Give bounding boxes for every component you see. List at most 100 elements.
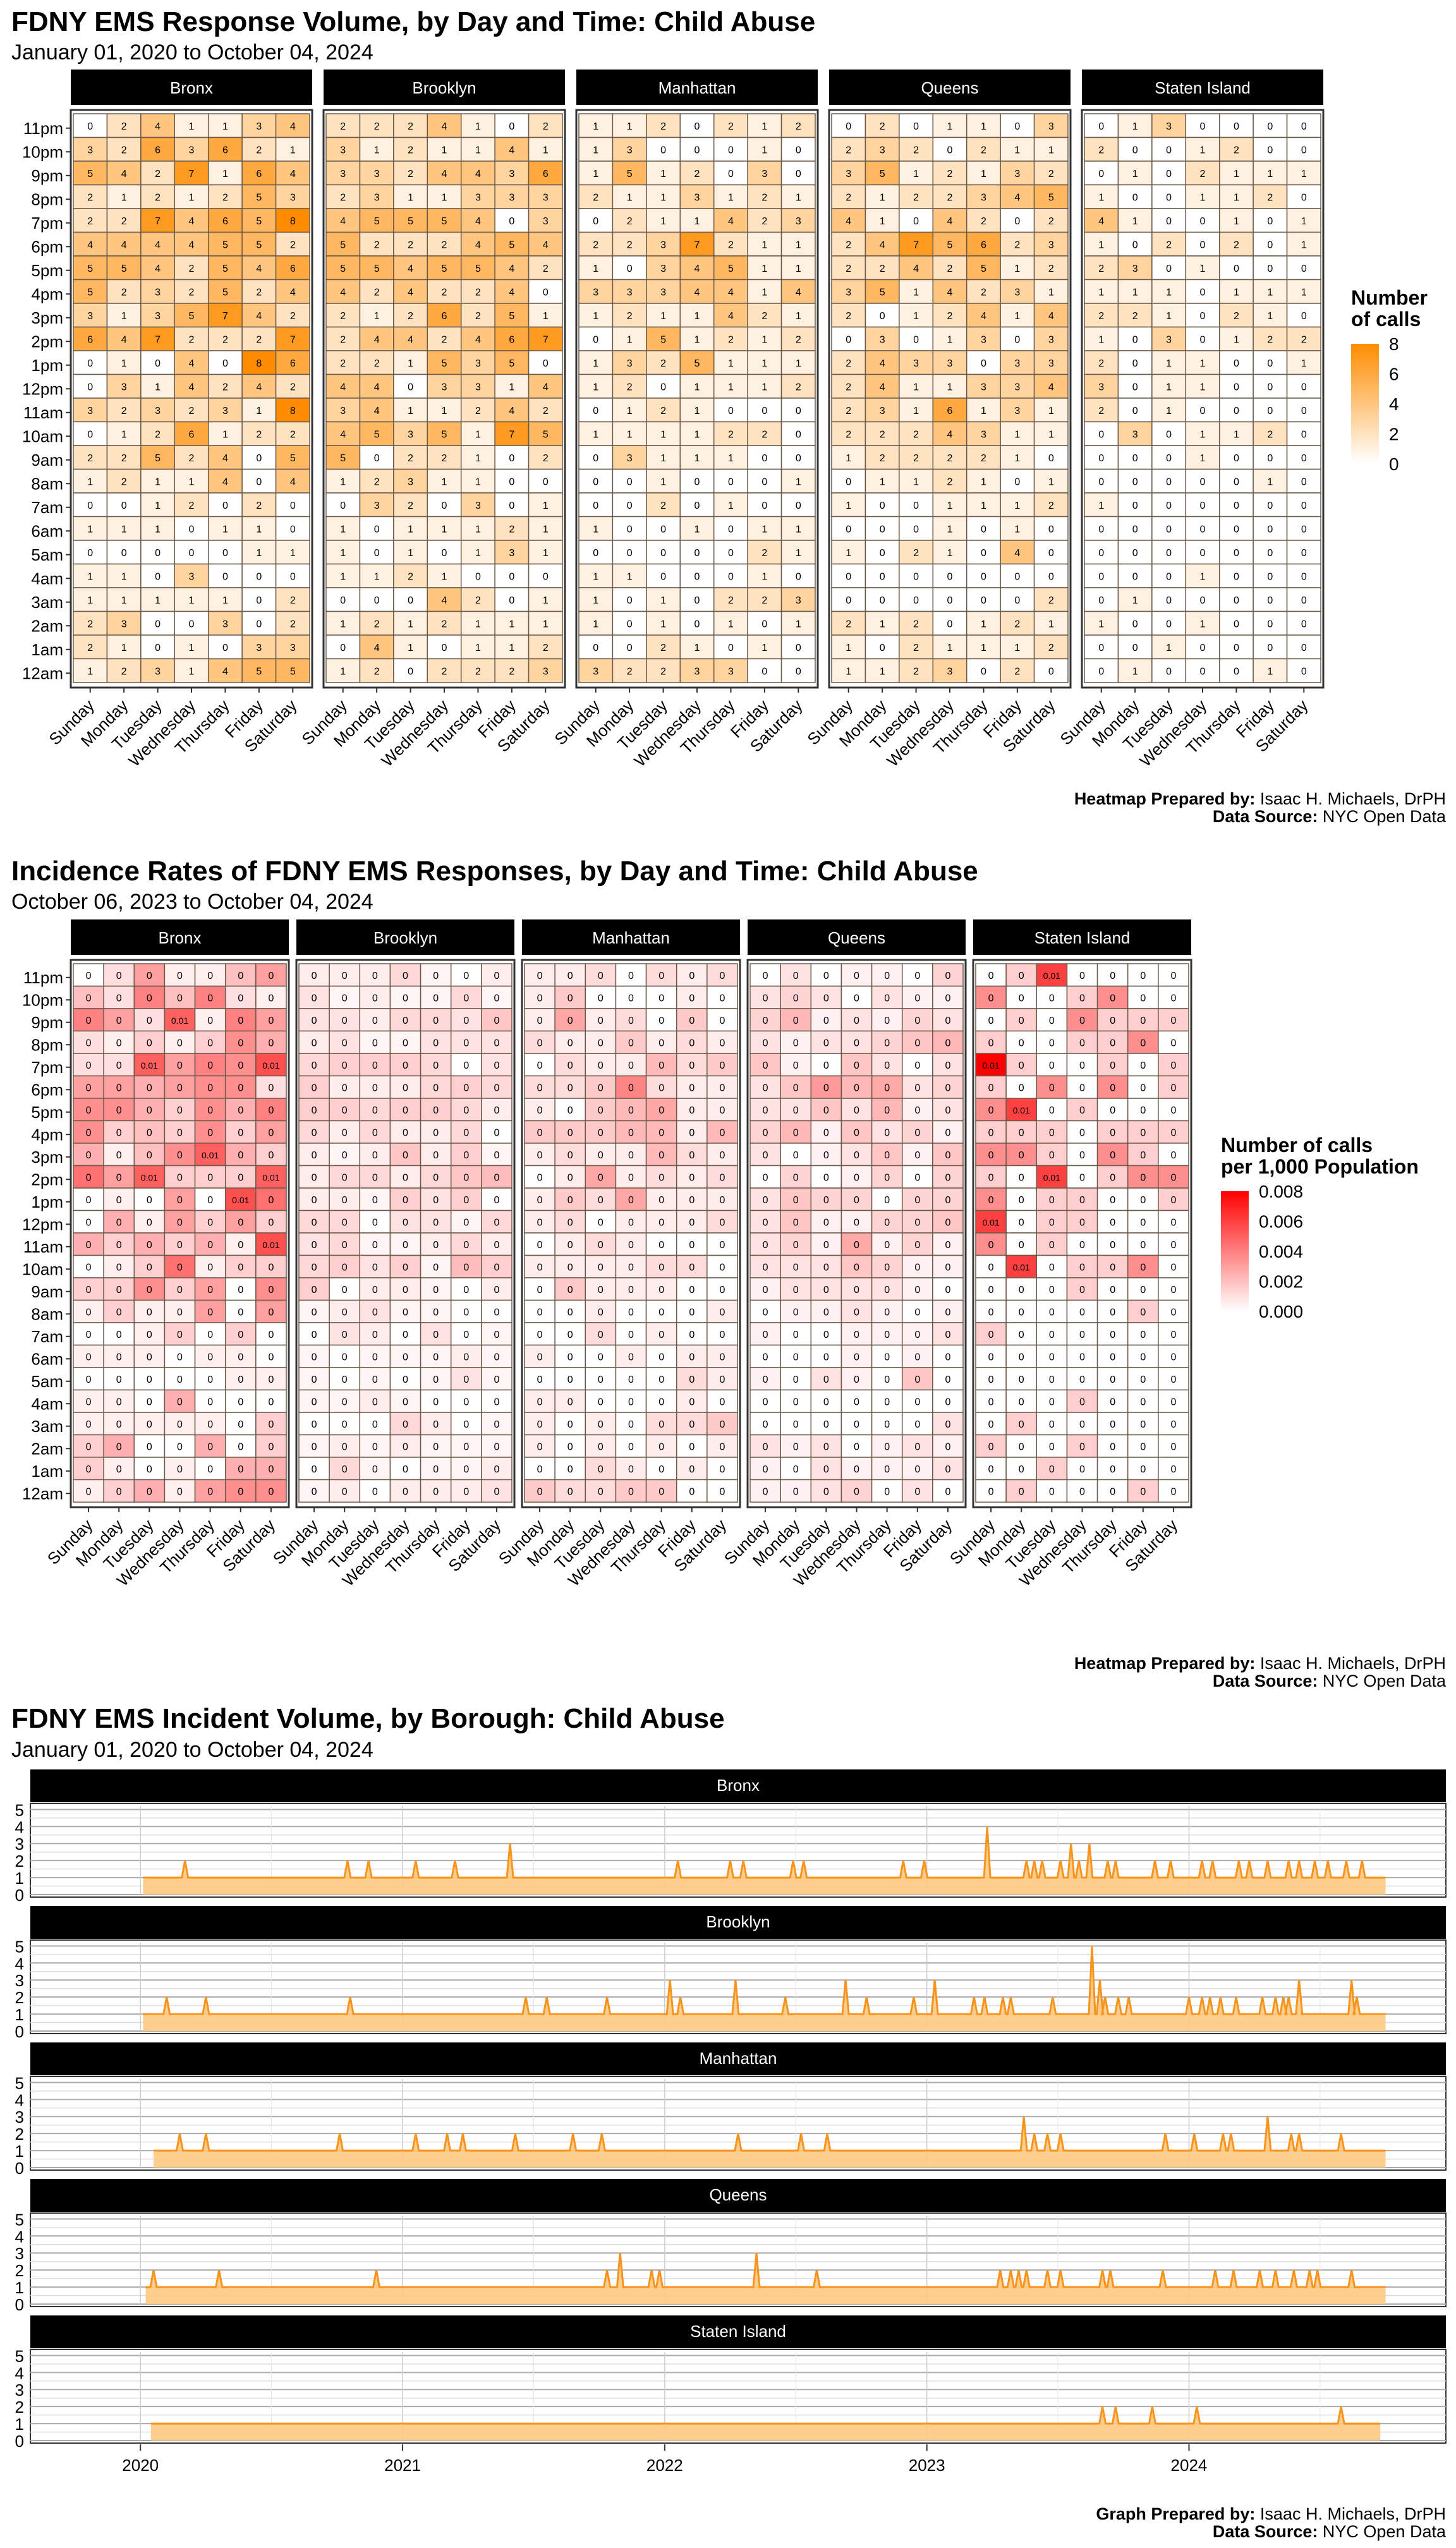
heatmap-cell [224,1030,257,1054]
cell-value-label: 0 [207,1217,213,1228]
cell-value-label: 0 [884,1060,890,1071]
cell-value-label: 1 [543,524,549,535]
cell-value-label: 0 [207,993,213,1004]
cell-value-label: 2 [543,643,549,653]
cell-value-label: 0 [1267,571,1273,582]
cell-value-label: 0 [1140,1441,1146,1452]
cell-value-label: 1 [627,406,633,416]
cell-value-label: 0 [1200,311,1206,322]
cell-value-label: 2 [256,287,262,298]
cell-value-label: 0 [914,1330,920,1340]
cell-value-label: 0 [87,548,93,559]
cell-value-label: 0 [695,145,700,155]
heatmap-cell [679,350,715,375]
cell-value-label: 0 [1234,548,1239,559]
cell-value-label: 0 [598,1486,604,1497]
cell-value-label: 0 [543,287,549,298]
cell-value-label: 0 [1079,1441,1085,1452]
cell-value-label: 0 [238,971,243,981]
heatmap-cell [1253,587,1288,612]
cell-value-label: 0 [222,500,228,511]
cell-value-label: 1 [1048,145,1054,155]
cell-value-label: 5 [408,216,413,227]
cell-value-label: 0 [177,1419,183,1430]
heatmap-cell [298,1053,330,1077]
heatmap-cell [1286,634,1321,660]
heatmap-cell [164,1412,196,1436]
cell-value-label: 1 [981,406,986,416]
cell-value-label: 0 [719,1374,725,1385]
heatmap-cell [1185,587,1220,612]
cell-value-label: 0 [268,1217,274,1228]
cell-value-label: 4 [947,216,953,227]
cell-value-label: 0 [116,1397,122,1407]
cell-value-label: 1 [761,121,767,132]
cell-value-label: 0 [1132,643,1138,653]
cell-value-label: 0 [312,1441,317,1452]
cell-value-label: 0 [1170,1217,1176,1228]
hour-tick-label: 1pm [31,1192,63,1211]
heatmap-cell [1000,113,1035,138]
cell-value-label: 0 [1019,1083,1024,1093]
cell-value-label: 4 [256,311,262,322]
heatmap-cell [393,113,428,138]
heatmap-cell [831,161,866,186]
cell-value-label: 4 [290,476,296,487]
y-tick-label: 0 [15,2432,24,2451]
cell-value-label: 0 [1301,429,1307,440]
cell-value-label: 0 [1170,1016,1176,1026]
cell-value-label: 0 [238,1150,243,1161]
cell-value-label: 5 [290,453,296,464]
cell-value-label: 1 [340,548,346,559]
hour-tick-label: 12pm [22,1215,63,1234]
cell-value-label: 1 [728,382,734,392]
cell-value-label: 0 [719,1060,725,1071]
heatmap-cell [679,397,715,423]
data-source-label: Data Source: [1212,807,1318,826]
cell-value-label: 0 [884,1083,890,1093]
cell-value-label: 0 [1049,1285,1055,1295]
heatmap-cell [747,208,782,233]
cell-value-label: 2 [796,121,801,132]
cell-value-label: 0 [763,1060,768,1071]
cell-value-label: 0 [880,524,885,535]
cell-value-label: 0 [207,1374,213,1385]
cell-value-label: 2 [442,334,447,345]
cell-value-label: 0 [1234,476,1239,487]
cell-value-label: 0 [116,1419,122,1430]
heatmap-cell [1185,468,1220,494]
cell-value-label: 1 [1132,216,1138,227]
cell-value-label: 0 [658,993,664,1004]
cell-value-label: 0 [116,1083,122,1093]
cell-value-label: 0 [914,1083,920,1093]
cell-value-label: 0 [884,1464,890,1475]
cell-value-label: 0 [116,1172,122,1183]
cell-value-label: 3 [880,406,885,416]
cell-value-label: 0 [854,1172,859,1183]
cell-value-label: 0 [854,1307,859,1318]
cell-value-label: 0 [846,121,851,132]
heatmap-cell [73,1165,104,1189]
cell-value-label: 1 [880,192,885,203]
hour-tick-label: 2pm [31,332,63,351]
hour-tick-label: 8pm [31,190,63,209]
cell-value-label: 0 [627,619,633,629]
cell-value-label: 0 [598,1262,604,1273]
heatmap-cell [864,303,900,328]
heatmap-cell [612,208,647,233]
cell-value-label: 1 [660,595,666,606]
heatmap-cell [329,1075,361,1099]
heatmap-cell [1033,610,1069,636]
cell-value-label: 3 [374,169,380,179]
heatmap-cell [831,136,866,162]
heatmap-cell [174,658,209,683]
cell-value-label: 0 [207,1419,213,1430]
cell-value-label: 1 [1098,192,1104,203]
cell-value-label: 0 [463,1464,469,1475]
heatmap-cell [140,492,176,518]
cell-value-label: 3 [1014,406,1020,416]
heatmap-cell [133,1210,166,1234]
cell-value-label: 0 [884,1262,890,1273]
cell-value-label: 0 [147,1307,152,1318]
cell-value-label: 1 [695,406,700,416]
